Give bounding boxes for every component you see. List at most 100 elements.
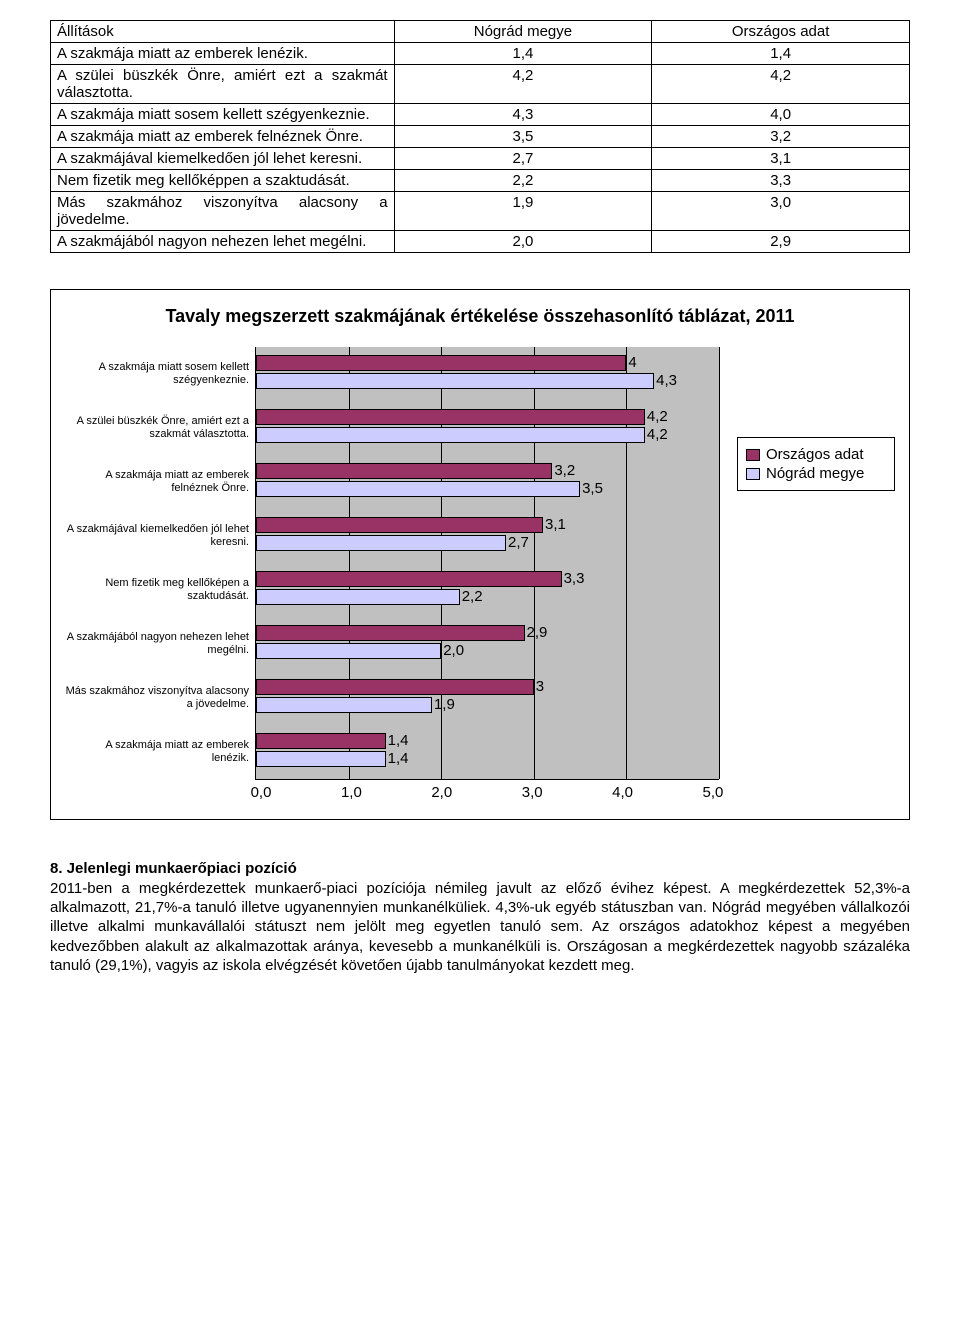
bar-value-nograd: 4,3 — [656, 372, 677, 389]
legend-swatch-nograd — [746, 468, 760, 480]
bar-value-nograd: 1,4 — [388, 750, 409, 767]
x-tick: 1,0 — [331, 784, 371, 801]
table-row: A szakmája miatt az emberek lenézik.1,41… — [51, 43, 910, 65]
chart-x-axis: 0,01,02,03,04,05,0 — [255, 784, 719, 801]
cell-orszagos: 3,1 — [652, 148, 910, 170]
cell-statement: A szülei büszkék Önre, amiért ezt a szak… — [51, 65, 395, 104]
bar-value-orszagos: 1,4 — [388, 732, 409, 749]
bar-value-nograd: 1,9 — [434, 696, 455, 713]
x-tick: 3,0 — [512, 784, 552, 801]
chart-category-label: Nem fizetik meg kellőképen a szaktudását… — [65, 563, 255, 617]
table-header-row: Állítások Nógrád megye Országos adat — [51, 21, 910, 43]
cell-statement: A szakmájából nagyon nehezen lehet megél… — [51, 231, 395, 253]
cell-nograd: 2,2 — [394, 170, 652, 192]
chart-bar-pair: 3,12,7 — [256, 509, 719, 563]
bar-nograd: 1,4 — [256, 751, 386, 767]
bar-nograd: 4,2 — [256, 427, 645, 443]
bar-orszagos: 3,3 — [256, 571, 562, 587]
bar-value-orszagos: 3,3 — [564, 570, 585, 587]
chart-category-label: A szakmája miatt az emberek lenézik. — [65, 725, 255, 779]
gridline — [719, 347, 720, 779]
chart-plot-wrap: 44,34,24,23,23,53,12,73,32,22,92,031,91,… — [255, 347, 895, 801]
x-tick: 2,0 — [422, 784, 462, 801]
bar-nograd: 2,2 — [256, 589, 460, 605]
cell-statement: A szakmája miatt az emberek lenézik. — [51, 43, 395, 65]
cell-statement: A szakmája miatt sosem kellett szégyenke… — [51, 104, 395, 126]
section-heading: 8. Jelenlegi munkaerőpiaci pozíció — [50, 860, 910, 877]
col-allitasok: Állítások — [51, 21, 395, 43]
cell-orszagos: 3,3 — [652, 170, 910, 192]
chart-bar-pair: 3,2 3,5 — [256, 455, 719, 509]
chart-bars: 44,34,24,23,23,53,12,73,32,22,92,031,91,… — [256, 347, 719, 779]
cell-nograd: 1,9 — [394, 192, 652, 231]
cell-orszagos: 3,0 — [652, 192, 910, 231]
bar-value-nograd: 4,2 — [647, 426, 668, 443]
cell-orszagos: 4,0 — [652, 104, 910, 126]
table-row: A szülei büszkék Önre, amiért ezt a szak… — [51, 65, 910, 104]
cell-nograd: 2,7 — [394, 148, 652, 170]
chart-category-label: A szülei büszkék Önre, amiért ezt a szak… — [65, 401, 255, 455]
chart-y-labels: A szakmája miatt sosem kellett szégyenke… — [65, 347, 255, 801]
bar-nograd: 2,7 — [256, 535, 506, 551]
chart-bar-pair: 4,24,2 — [256, 401, 719, 455]
bar-orszagos: 2,9 — [256, 625, 525, 641]
comparison-table: Állítások Nógrád megye Országos adat A s… — [50, 20, 910, 253]
bar-value-nograd: 2,0 — [443, 642, 464, 659]
chart-plot-area: 44,34,24,23,23,53,12,73,32,22,92,031,91,… — [255, 347, 719, 780]
table-row: A szakmája miatt az emberek felnéznek Ön… — [51, 126, 910, 148]
x-tick: 5,0 — [693, 784, 733, 801]
cell-nograd: 3,5 — [394, 126, 652, 148]
bar-value-orszagos: 3 — [536, 678, 544, 695]
table-row: A szakmájából nagyon nehezen lehet megél… — [51, 231, 910, 253]
cell-nograd: 2,0 — [394, 231, 652, 253]
table-row: A szakmája miatt sosem kellett szégyenke… — [51, 104, 910, 126]
cell-orszagos: 1,4 — [652, 43, 910, 65]
chart-legend: Országos adat Nógrád megye — [737, 437, 895, 491]
bar-nograd: 2,0 — [256, 643, 441, 659]
table-row: Más szakmához viszonyítva alacsony a jöv… — [51, 192, 910, 231]
bar-value-orszagos: 4 — [628, 354, 636, 371]
cell-statement: Más szakmához viszonyítva alacsony a jöv… — [51, 192, 395, 231]
chart-plot: 44,34,24,23,23,53,12,73,32,22,92,031,91,… — [255, 347, 719, 801]
section-body: 2011-ben a megkérdezettek munkaerő-piaci… — [50, 879, 910, 975]
bar-nograd: 3,5 — [256, 481, 580, 497]
bar-value-orszagos: 3,2 — [554, 462, 575, 479]
bar-value-nograd: 2,2 — [462, 588, 483, 605]
cell-statement: A szakmája miatt az emberek felnéznek Ön… — [51, 126, 395, 148]
cell-orszagos: 3,2 — [652, 126, 910, 148]
chart-category-label: A szakmájából nagyon nehezen lehet megél… — [65, 617, 255, 671]
legend-label-nograd: Nógrád megye — [766, 465, 864, 482]
chart-bar-pair: 3,32,2 — [256, 563, 719, 617]
legend-swatch-orszagos — [746, 449, 760, 461]
cell-statement: Nem fizetik meg kellőképpen a szaktudásá… — [51, 170, 395, 192]
bar-value-orszagos: 3,1 — [545, 516, 566, 533]
legend-label-orszagos: Országos adat — [766, 446, 864, 463]
chart-body: A szakmája miatt sosem kellett szégyenke… — [65, 347, 895, 801]
bar-value-nograd: 2,7 — [508, 534, 529, 551]
chart-bar-pair: 31,9 — [256, 671, 719, 725]
bar-value-nograd: 3,5 — [582, 480, 603, 497]
x-tick: 4,0 — [603, 784, 643, 801]
bar-orszagos: 3,2 — [256, 463, 552, 479]
bar-orszagos: 3,1 — [256, 517, 543, 533]
cell-nograd: 4,2 — [394, 65, 652, 104]
bar-value-orszagos: 2,9 — [527, 624, 548, 641]
col-orszagos: Országos adat — [652, 21, 910, 43]
table-row: Nem fizetik meg kellőképpen a szaktudásá… — [51, 170, 910, 192]
chart-title: Tavaly megszerzett szakmájának értékelés… — [65, 306, 895, 327]
chart-bar-pair: 2,92,0 — [256, 617, 719, 671]
bar-orszagos: 1,4 — [256, 733, 386, 749]
legend-item-nograd: Nógrád megye — [746, 465, 886, 482]
bar-orszagos: 3 — [256, 679, 534, 695]
bar-orszagos: 4,2 — [256, 409, 645, 425]
cell-orszagos: 4,2 — [652, 65, 910, 104]
cell-statement: A szakmájával kiemelkedően jól lehet ker… — [51, 148, 395, 170]
cell-nograd: 1,4 — [394, 43, 652, 65]
bar-nograd: 4,3 — [256, 373, 654, 389]
chart-category-label: A szakmája miatt az emberek felnéznek Ön… — [65, 455, 255, 509]
chart-container: Tavaly megszerzett szakmájának értékelés… — [50, 289, 910, 820]
chart-legend-box: Országos adat Nógrád megye — [737, 437, 895, 491]
bar-nograd: 1,9 — [256, 697, 432, 713]
chart-bar-pair: 44,3 — [256, 347, 719, 401]
chart-category-label: A szakmájával kiemelkedően jól lehet ker… — [65, 509, 255, 563]
